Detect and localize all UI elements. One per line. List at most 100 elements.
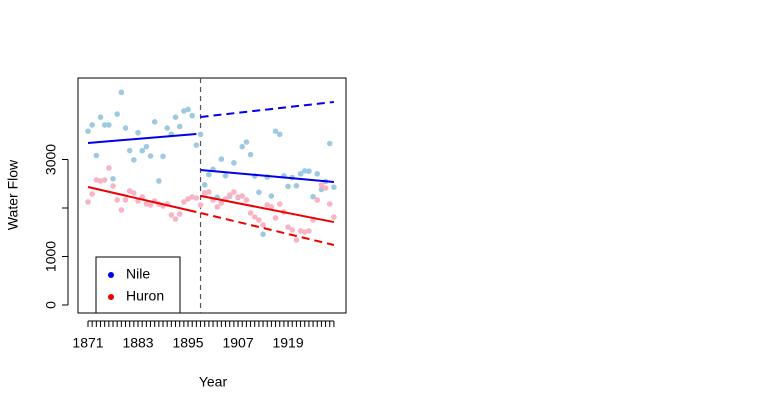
point xyxy=(256,189,262,196)
trend-line xyxy=(87,186,197,213)
point xyxy=(139,147,145,154)
point xyxy=(135,129,141,136)
point xyxy=(264,202,271,208)
point xyxy=(260,231,266,238)
point xyxy=(226,192,233,198)
trend-line xyxy=(200,168,335,183)
point xyxy=(197,202,204,208)
trend-line xyxy=(200,212,335,246)
point xyxy=(122,197,129,203)
point xyxy=(268,193,275,199)
point xyxy=(193,142,200,148)
point xyxy=(231,189,237,195)
point xyxy=(164,125,170,131)
point xyxy=(156,178,162,184)
point xyxy=(331,184,337,190)
trend-line xyxy=(200,194,335,224)
point xyxy=(97,114,104,120)
point xyxy=(276,201,283,207)
point xyxy=(89,191,95,197)
point xyxy=(243,139,250,145)
point xyxy=(301,168,308,174)
point xyxy=(160,153,166,160)
point xyxy=(185,196,191,202)
point xyxy=(101,122,108,128)
plot-box xyxy=(77,77,347,314)
legend-label: Nile xyxy=(126,266,150,282)
point xyxy=(239,193,246,199)
point xyxy=(239,143,246,150)
point xyxy=(172,216,179,222)
point xyxy=(243,197,250,203)
point xyxy=(297,171,304,177)
point xyxy=(143,201,150,207)
point xyxy=(247,210,254,216)
point xyxy=(322,185,329,191)
point xyxy=(206,189,212,195)
point xyxy=(318,182,325,188)
x-tick-label: 1883 xyxy=(122,335,153,351)
point xyxy=(231,160,237,166)
point xyxy=(85,199,91,205)
point xyxy=(147,202,154,208)
point xyxy=(326,140,333,147)
point xyxy=(189,112,196,119)
point xyxy=(122,125,129,131)
point xyxy=(306,228,312,234)
point xyxy=(197,131,204,138)
trend-line xyxy=(87,132,197,144)
point xyxy=(285,183,291,190)
point xyxy=(126,188,133,194)
x-axis-label: Year xyxy=(199,374,228,390)
point xyxy=(106,165,112,171)
point xyxy=(151,119,158,125)
point xyxy=(260,222,266,228)
point xyxy=(256,217,262,223)
point xyxy=(176,123,183,130)
point xyxy=(181,199,187,205)
point xyxy=(168,212,175,218)
y-axis-label: Water Flow xyxy=(5,159,21,230)
y-tick-label: 0 xyxy=(43,301,59,309)
y-tick-label: 1000 xyxy=(43,241,59,272)
legend-marker xyxy=(108,294,114,300)
point xyxy=(97,178,104,184)
point xyxy=(326,201,333,207)
point xyxy=(293,237,300,243)
point xyxy=(193,195,200,201)
point xyxy=(222,172,229,179)
point xyxy=(206,171,212,178)
point xyxy=(176,211,183,217)
x-tick-label: 1919 xyxy=(272,335,303,351)
x-tick-label: 1871 xyxy=(72,335,103,351)
point xyxy=(218,156,225,162)
point xyxy=(110,183,116,189)
point xyxy=(306,168,312,175)
legend-label: Huron xyxy=(126,288,164,304)
point xyxy=(143,143,150,150)
point xyxy=(314,171,321,177)
point xyxy=(131,190,137,196)
point xyxy=(272,128,279,134)
point xyxy=(331,214,337,220)
point xyxy=(218,200,225,206)
point xyxy=(285,224,291,230)
point xyxy=(118,207,125,213)
point xyxy=(114,111,120,117)
point xyxy=(185,106,191,113)
point xyxy=(276,131,283,138)
point xyxy=(247,151,254,158)
point xyxy=(118,89,125,96)
point xyxy=(131,157,137,163)
point xyxy=(251,214,258,220)
point xyxy=(110,175,116,182)
point xyxy=(93,152,100,159)
point xyxy=(268,204,275,210)
y-tick-label: 3000 xyxy=(43,144,59,175)
point xyxy=(101,177,108,183)
point xyxy=(147,153,154,159)
x-tick-label: 1895 xyxy=(172,335,203,351)
point xyxy=(272,215,279,221)
point xyxy=(172,114,179,120)
